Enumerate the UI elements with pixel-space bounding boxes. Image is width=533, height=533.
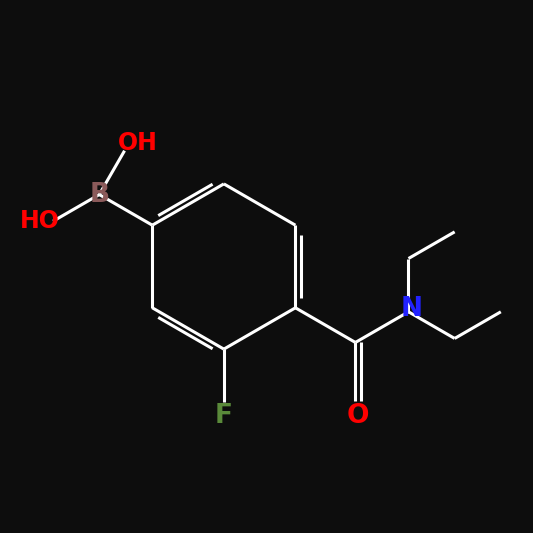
Text: O: O xyxy=(347,403,369,429)
Text: OH: OH xyxy=(118,131,158,155)
Text: B: B xyxy=(89,182,109,207)
Text: F: F xyxy=(215,403,233,429)
Text: N: N xyxy=(400,296,422,322)
Text: HO: HO xyxy=(20,209,60,233)
